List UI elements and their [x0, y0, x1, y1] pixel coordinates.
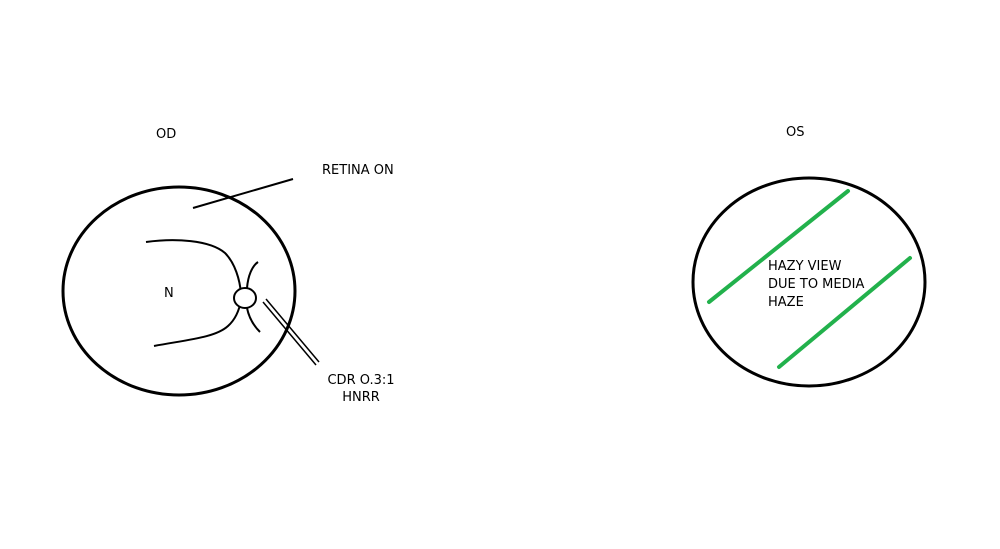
od-optic-disc	[233, 287, 257, 309]
os-fundus-outline	[691, 176, 927, 388]
od-hnrr-label: HNRR	[342, 390, 380, 405]
os-note-line-3: HAZE	[768, 295, 804, 310]
os-title: OS	[786, 125, 805, 140]
od-superior-vessel	[145, 239, 242, 295]
od-cdr-label: CDR O.3:1	[327, 373, 395, 388]
os-haze-line-2	[777, 256, 912, 369]
od-temporal-vessel-upper	[246, 261, 259, 289]
od-fundus	[61, 178, 320, 397]
od-temporal-vessel-lower	[246, 307, 261, 333]
os-note-line-2: DUE TO MEDIA	[768, 277, 865, 292]
od-cdr-pointer-b	[265, 298, 320, 363]
os-haze-line-1	[707, 189, 850, 304]
od-inferior-vessel	[153, 299, 242, 347]
os-note-line-1: HAZY VIEW	[768, 259, 842, 274]
od-retina-label: RETINA ON	[322, 163, 394, 178]
od-retina-pointer	[192, 178, 294, 209]
od-title: OD	[156, 127, 177, 142]
od-fundus-outline	[61, 185, 297, 397]
od-nasal-marker: N	[164, 286, 174, 301]
od-cdr-pointer-a	[262, 301, 317, 366]
os-fundus	[691, 176, 927, 388]
